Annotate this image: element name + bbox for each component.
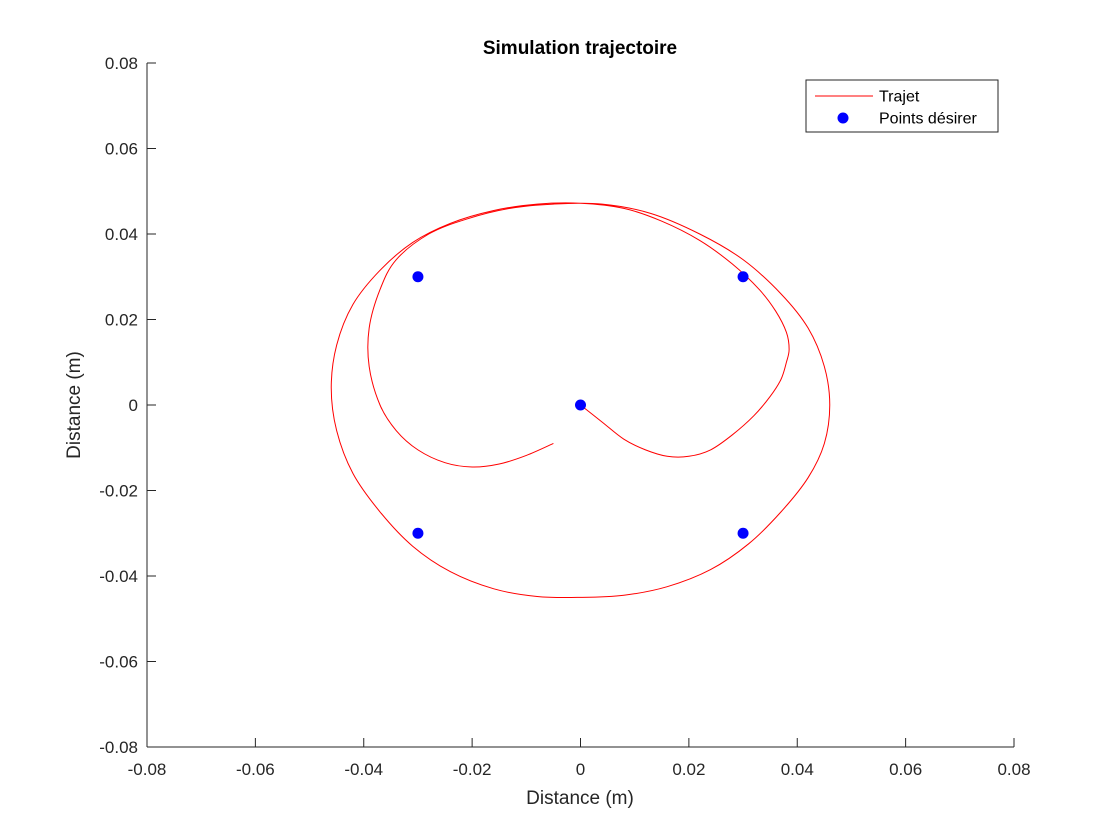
desired-point-marker — [737, 527, 749, 539]
series-layer — [330, 202, 831, 599]
y-tick-label: -0.06 — [99, 653, 138, 672]
desired-point-marker — [737, 271, 749, 283]
desired-point-marker — [412, 527, 424, 539]
x-tick-label: -0.06 — [236, 760, 275, 779]
y-tick-label: -0.08 — [99, 738, 138, 757]
legend-box — [805, 79, 999, 133]
y-tick-label: 0 — [129, 396, 138, 415]
x-tick-label: 0.06 — [889, 760, 922, 779]
x-axis-label: Distance (m) — [526, 788, 634, 809]
y-tick-label: 0.04 — [105, 225, 138, 244]
x-tick-label: 0 — [576, 760, 585, 779]
y-tick-label: -0.04 — [99, 567, 138, 586]
x-tick-label: 0.04 — [781, 760, 814, 779]
legend-label-trajet: Trajet — [879, 89, 920, 106]
y-tick-label: -0.02 — [99, 482, 138, 501]
x-tick-label: -0.02 — [453, 760, 492, 779]
series-line-trajet — [330, 202, 831, 599]
plot-area: -0.08 -0.06 -0.04 -0.02 0 0.02 0.04 0.06 0.08 -0.… — [99, 54, 1030, 779]
x-tick-label: 0.08 — [997, 760, 1030, 779]
y-axis-label: Distance (m) — [64, 351, 85, 459]
desired-point-marker — [575, 399, 586, 411]
legend-label-points: Points désirer — [879, 111, 977, 128]
legend: Trajet Points désirer — [805, 79, 999, 133]
y-tick-label: 0.06 — [105, 140, 138, 159]
desired-point-marker — [412, 271, 424, 283]
x-tick-label: -0.08 — [128, 760, 167, 779]
axes: -0.08 -0.06 -0.04 -0.02 0 0.02 0.04 0.06 0.08 -0.… — [99, 54, 1030, 779]
chart-title: Simulation trajectoire — [483, 38, 677, 59]
y-tick-label: 0.02 — [105, 311, 138, 330]
legend-marker-swatch — [837, 112, 849, 124]
y-tick-label: 0.08 — [105, 54, 138, 73]
x-tick-label: 0.02 — [672, 760, 705, 779]
x-tick-label: -0.04 — [344, 760, 383, 779]
